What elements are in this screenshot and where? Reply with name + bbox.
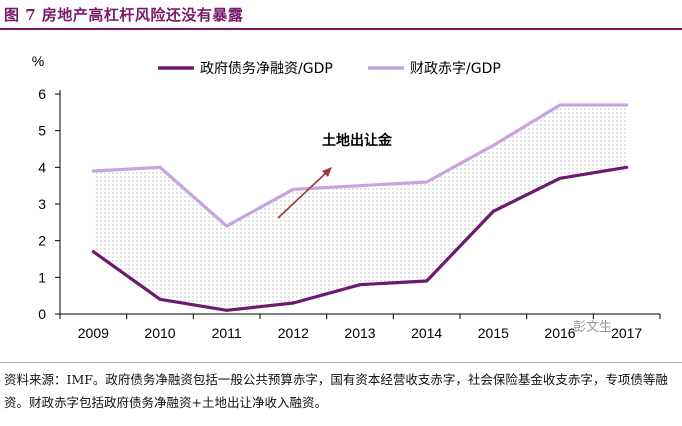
chart: 0 1 2 3 4 5 6% 2009 2010 2011 2012 2013 2014 2015 2016… xyxy=(32,53,661,341)
y-tick-label: 2 xyxy=(38,233,46,249)
axes xyxy=(55,90,661,319)
gap-shaded-area xyxy=(93,105,627,311)
y-tick-label: 6 xyxy=(38,86,46,102)
annotation: 土地出让金 xyxy=(277,132,393,219)
x-tick-label: 2012 xyxy=(278,325,309,341)
series-line-debt-financing xyxy=(91,165,629,312)
series-line-fiscal-deficit xyxy=(91,103,629,228)
x-tick-label: 2017 xyxy=(611,325,642,341)
x-tick-label: 2011 xyxy=(212,325,242,341)
figure-title: 图 7 房地产高杠杆风险还没有暴露 xyxy=(4,6,244,24)
legend-label: 政府债务净融资/GDP xyxy=(200,61,333,77)
annotation-label: 土地出让金 xyxy=(322,132,393,149)
watermark: 彭文生 xyxy=(572,320,612,335)
y-tick-label: 1 xyxy=(38,269,46,285)
annotation-arrowhead xyxy=(322,167,332,177)
legend-label: 财政赤字/GDP xyxy=(410,61,501,77)
x-tick-label: 2015 xyxy=(478,325,509,341)
y-tick-label: 5 xyxy=(38,123,46,139)
gap-fill xyxy=(93,105,627,311)
y-axis-unit: % xyxy=(32,53,44,69)
source-note: 资料来源：IMF。政府债务净融资包括一般公共预算赤字，国有资本经营收支赤字，社会… xyxy=(4,372,668,410)
x-tick-label: 2010 xyxy=(144,325,175,341)
source-divider xyxy=(0,362,682,363)
tick-labels: 0 1 2 3 4 5 6% 2009 2010 2011 2012 2013 2014 2015 2016… xyxy=(32,53,643,341)
y-tick-label: 3 xyxy=(38,196,46,212)
x-tick-label: 2009 xyxy=(78,325,109,341)
legend: 政府债务净融资/GDP 财政赤字/GDP xyxy=(158,61,501,77)
x-tick-label: 2013 xyxy=(344,325,375,341)
title-divider xyxy=(0,28,682,30)
y-tick-label: 4 xyxy=(38,159,46,175)
series-lines xyxy=(91,103,629,312)
x-tick-label: 2014 xyxy=(411,325,442,341)
annotation-arrow xyxy=(277,171,328,219)
y-tick-label: 0 xyxy=(38,306,46,322)
x-tick-label: 2016 xyxy=(544,325,575,341)
